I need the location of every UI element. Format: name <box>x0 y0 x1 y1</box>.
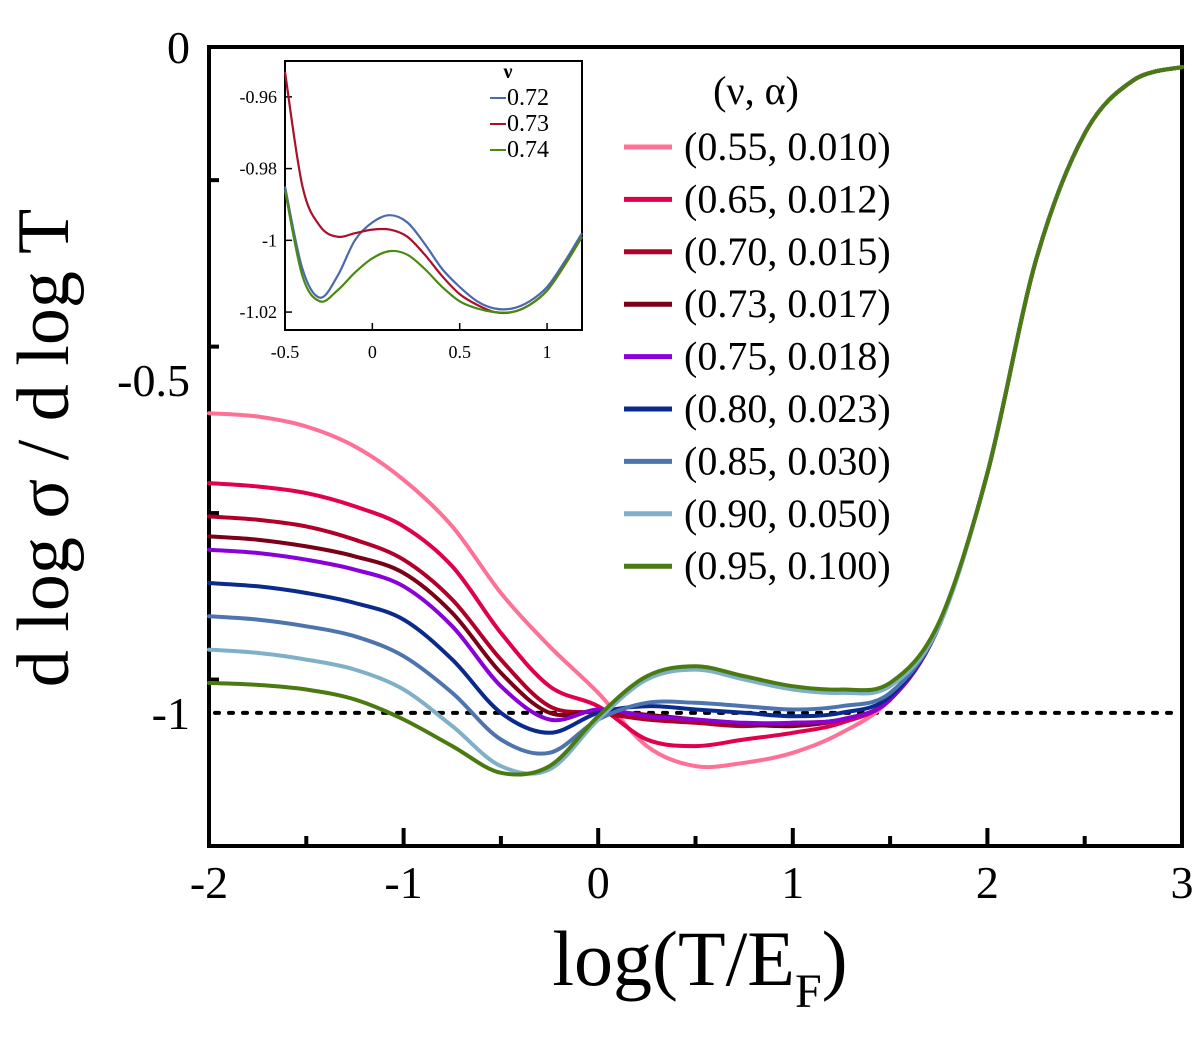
legend-entry: (0.75, 0.018) <box>684 334 891 379</box>
y-axis-label: d log σ / d log T <box>3 209 85 687</box>
y-tick-label: 0 <box>167 22 190 73</box>
inset-y-tick-label: -1 <box>262 230 277 250</box>
inset-legend: ν 0.720.730.74 <box>490 61 549 163</box>
inset-axes: -0.5 0 0.5 1 -1.02 -1 -0.98 -0.96 <box>240 87 552 362</box>
main-axes: -2 -1 0 1 2 3 -1 -0.5 0 <box>117 22 1193 908</box>
legend-entry: (0.55, 0.010) <box>684 124 891 169</box>
legend-entry: (0.90, 0.050) <box>684 491 891 536</box>
legend-entry: (0.85, 0.030) <box>684 438 891 483</box>
x-tick-label: 2 <box>976 857 999 908</box>
legend-entry: (0.65, 0.012) <box>684 176 891 221</box>
x-tick-label: 1 <box>781 857 804 908</box>
inset-y-tick-label: -0.98 <box>240 159 278 179</box>
inset-legend-title: ν <box>503 61 513 83</box>
x-tick-label: -1 <box>384 857 422 908</box>
inset-frame <box>284 60 583 331</box>
legend-entry: (0.80, 0.023) <box>684 386 891 431</box>
inset-x-tick-label: 0 <box>368 342 377 362</box>
inset-series-line <box>283 186 583 311</box>
x-tick-label: 3 <box>1171 857 1194 908</box>
inset-legend-entry: 0.74 <box>507 137 549 163</box>
inset-x-tick-label: -0.5 <box>271 342 300 362</box>
inset-series-line <box>283 189 583 314</box>
y-tick-label: -0.5 <box>117 355 190 406</box>
legend-title: (ν, α) <box>713 68 799 113</box>
inset-x-tick-label: 0.5 <box>448 342 471 362</box>
x-tick-label: 0 <box>587 857 610 908</box>
x-tick-label: -2 <box>190 857 228 908</box>
series-line <box>207 65 1184 777</box>
inset-y-tick-label: -1.02 <box>240 302 278 322</box>
legend: (ν, α) (0.55, 0.010) (0.65, 0.012) (0.70, … <box>624 68 891 588</box>
main-series <box>207 65 1184 777</box>
x-axis-label: log(T/EF) <box>552 915 847 1018</box>
inset-y-tick-label: -0.96 <box>240 87 278 107</box>
inset-legend-entry: 0.72 <box>507 85 549 111</box>
inset-series <box>283 71 583 315</box>
legend-entry: (0.70, 0.015) <box>684 229 891 274</box>
legend-entry: (0.73, 0.017) <box>684 281 891 326</box>
inset-legend-entry: 0.73 <box>507 111 549 137</box>
legend-entry: (0.95, 0.100) <box>684 543 891 588</box>
y-tick-label: -1 <box>152 688 190 739</box>
inset-x-tick-label: 1 <box>543 342 552 362</box>
